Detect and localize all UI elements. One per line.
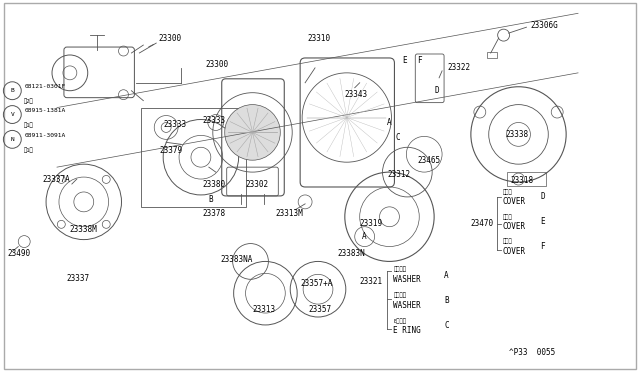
Circle shape	[225, 105, 280, 160]
Text: 23300: 23300	[206, 60, 229, 70]
Text: F: F	[540, 242, 545, 251]
Text: ワッシャ: ワッシャ	[394, 292, 406, 298]
Text: 23357+A: 23357+A	[300, 279, 333, 288]
Text: COVER: COVER	[502, 247, 525, 256]
Text: 23378: 23378	[203, 209, 226, 218]
Text: A: A	[444, 271, 449, 280]
Bar	[141, 108, 246, 207]
Text: D: D	[435, 86, 440, 95]
Text: 23383NA: 23383NA	[221, 255, 253, 264]
Text: E RING: E RING	[394, 326, 421, 336]
Text: カバー: カバー	[502, 239, 513, 244]
Text: 23337A: 23337A	[42, 174, 70, 183]
Text: B: B	[10, 88, 14, 93]
Text: 23312: 23312	[387, 170, 411, 179]
Text: 08911-3091A: 08911-3091A	[24, 133, 65, 138]
Text: 23380: 23380	[203, 180, 226, 189]
Text: 23318: 23318	[511, 176, 534, 185]
Text: 23333: 23333	[203, 116, 226, 125]
Text: B: B	[209, 195, 213, 204]
Text: カバー: カバー	[502, 214, 513, 219]
Text: 23313M: 23313M	[275, 209, 303, 218]
Text: 23338M: 23338M	[70, 225, 98, 234]
Text: WASHER: WASHER	[394, 275, 421, 284]
Text: 08121-0301F: 08121-0301F	[24, 84, 65, 89]
Text: A: A	[362, 232, 367, 241]
Text: 23338: 23338	[505, 130, 528, 139]
Text: 23465: 23465	[417, 156, 440, 165]
Text: ^P33  0055: ^P33 0055	[509, 348, 555, 357]
Text: 23300: 23300	[158, 33, 181, 43]
Text: 23333: 23333	[163, 120, 186, 129]
Bar	[487, 52, 497, 58]
Text: B: B	[444, 296, 449, 305]
Bar	[507, 172, 547, 186]
Text: 23322: 23322	[447, 63, 470, 73]
Text: Eリング: Eリング	[394, 318, 406, 324]
Text: F: F	[417, 57, 422, 65]
Text: 23337: 23337	[67, 274, 90, 283]
Text: 23357: 23357	[308, 305, 332, 314]
Text: 23383N: 23383N	[338, 249, 365, 258]
Text: 23310: 23310	[307, 33, 330, 43]
Text: D: D	[540, 192, 545, 201]
Text: 23302: 23302	[246, 180, 269, 189]
Text: 23313: 23313	[253, 305, 276, 314]
Text: COVER: COVER	[502, 222, 525, 231]
Text: （1）: （1）	[24, 147, 34, 153]
Text: 23321: 23321	[360, 277, 383, 286]
Text: （2）: （2）	[24, 99, 34, 105]
Text: 08915-1381A: 08915-1381A	[24, 108, 65, 113]
Text: C: C	[444, 321, 449, 330]
Text: （1）: （1）	[24, 123, 34, 128]
Text: 23306G: 23306G	[531, 21, 558, 30]
Text: WASHER: WASHER	[394, 301, 421, 310]
Text: ワッシャ: ワッシャ	[394, 267, 406, 272]
Text: C: C	[395, 133, 400, 142]
Text: N: N	[10, 137, 14, 142]
Text: 23490: 23490	[7, 249, 31, 258]
Text: カバー: カバー	[502, 189, 513, 195]
Text: 23319: 23319	[360, 219, 383, 228]
Text: V: V	[10, 112, 14, 117]
Text: 23379: 23379	[159, 146, 182, 155]
Text: 23343: 23343	[345, 90, 368, 99]
Text: A: A	[387, 118, 392, 127]
Text: E: E	[402, 57, 406, 65]
Text: E: E	[540, 217, 545, 226]
Text: COVER: COVER	[502, 198, 525, 206]
Text: 23470: 23470	[471, 219, 494, 228]
